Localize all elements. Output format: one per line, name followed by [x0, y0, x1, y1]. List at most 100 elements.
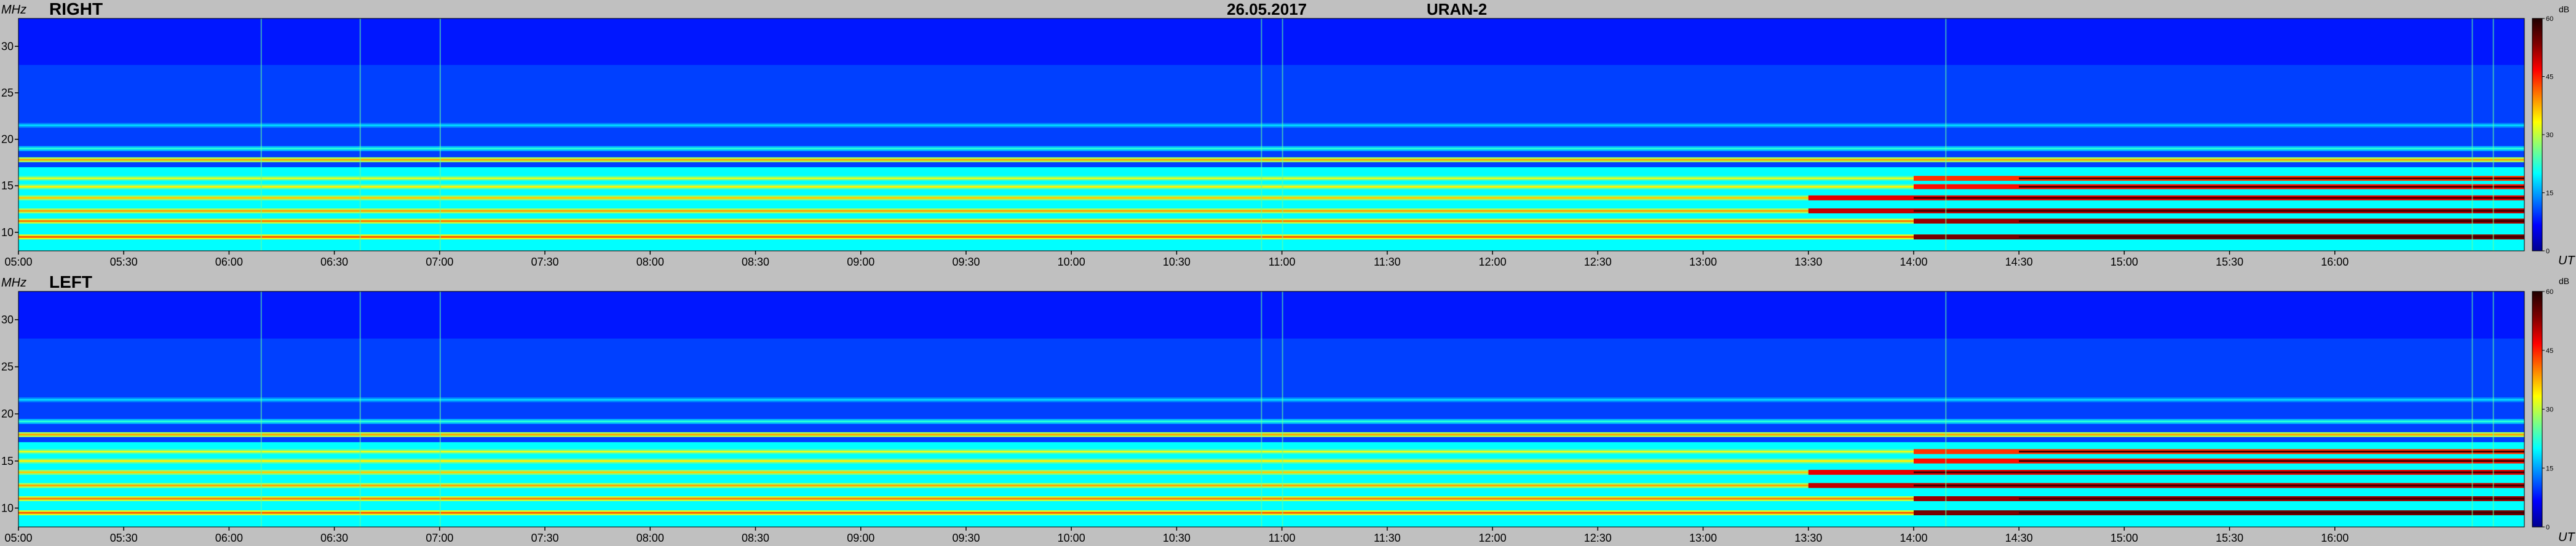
x-tick-label: 16:00 [2321, 532, 2348, 544]
frequency-band [18, 208, 2524, 213]
spectrogram-plot [18, 291, 2525, 528]
x-tick-label: 13:30 [1794, 532, 1822, 544]
interference-line [1282, 18, 1283, 251]
frequency-band [18, 397, 2524, 403]
x-tick-label: 12:30 [1584, 256, 1612, 268]
x-tick-label: 05:00 [4, 532, 32, 544]
y-axis: 10 15 20 25 30 [1, 40, 18, 239]
interference-line [1945, 18, 1947, 251]
x-axis-unit: UT [2558, 531, 2575, 544]
colorbar-scale [2532, 18, 2543, 251]
y-tick-label: 25 [1, 361, 14, 373]
y-tick-label: 15 [1, 180, 14, 192]
interference-line [2492, 18, 2494, 251]
interference-line [2492, 291, 2494, 527]
colorbar-unit: dB [2559, 4, 2569, 14]
x-tick-label: 09:30 [952, 532, 980, 544]
x-tick-label: 08:30 [742, 256, 769, 268]
x-tick-label: 12:00 [1479, 256, 1507, 268]
colorbar-tick-label: 30 [2546, 132, 2553, 139]
x-tick-label: 11:30 [1374, 256, 1401, 268]
x-tick-label: 11:00 [1269, 532, 1296, 544]
colorbar: 0 15 30 45 60 [2532, 15, 2553, 255]
colorbar-scale [2532, 291, 2543, 528]
frequency-band [18, 510, 2524, 516]
spectrogram-panel-left: LEFT MHz UT dB 10 15 20 25 30 05:00 05:30 06:0… [1, 272, 2575, 544]
x-tick-label: 10:00 [1058, 532, 1085, 544]
frequency-band [18, 470, 2524, 475]
x-tick-label: 05:30 [110, 256, 138, 268]
x-tick-label: 09:00 [847, 256, 874, 268]
x-tick-label: 10:00 [1058, 256, 1085, 268]
frequency-band [18, 157, 2524, 162]
frequency-band [18, 458, 2524, 464]
interference-line [260, 291, 262, 527]
colorbar-tick-label: 15 [2546, 465, 2553, 472]
x-axis-unit: UT [2558, 254, 2575, 267]
plot-frame [18, 291, 2525, 528]
x-tick-label: 07:00 [426, 256, 453, 268]
x-tick-label: 06:00 [215, 256, 243, 268]
colorbar-tick-label: 60 [2546, 288, 2553, 296]
frequency-band [18, 419, 2524, 424]
x-tick-label: 13:00 [1689, 256, 1717, 268]
x-tick-label: 14:00 [1900, 256, 1927, 268]
spectrogram-plot [18, 18, 2525, 251]
instrument-label: URAN-2 [1427, 0, 1487, 18]
x-tick-label: 14:00 [1900, 532, 1927, 544]
interference-line [359, 291, 361, 527]
interference-line [1282, 291, 1283, 527]
interference-line [439, 18, 441, 251]
y-tick-label: 15 [1, 455, 14, 467]
x-tick-label: 06:00 [215, 532, 243, 544]
x-tick-label: 08:00 [636, 256, 664, 268]
interference-line [439, 291, 441, 527]
frequency-band [18, 234, 2524, 240]
x-tick-label: 07:30 [531, 532, 559, 544]
date-label: 26.05.2017 [1227, 0, 1307, 18]
interference-line [260, 18, 262, 251]
x-tick-label: 08:00 [636, 532, 664, 544]
interference-line [1261, 18, 1262, 251]
x-tick-label: 07:00 [426, 532, 453, 544]
x-tick-label: 14:30 [2005, 256, 2033, 268]
panel-title: LEFT [49, 272, 92, 291]
colorbar-tick-label: 45 [2546, 347, 2553, 355]
x-tick-label: 15:30 [2216, 532, 2243, 544]
x-tick-label: 09:30 [952, 256, 980, 268]
x-tick-label: 10:30 [1163, 532, 1191, 544]
y-tick-label: 10 [1, 502, 14, 514]
frequency-band [18, 195, 2524, 200]
colorbar: 0 15 30 45 60 [2532, 288, 2553, 531]
frequency-band [18, 146, 2524, 151]
y-axis-unit: MHz [1, 3, 26, 17]
interference-line [359, 18, 361, 251]
high-frequency-region [18, 18, 2524, 65]
panel-title: RIGHT [49, 0, 103, 18]
y-tick-label: 20 [1, 408, 14, 420]
interference-line [1945, 291, 1947, 527]
x-tick-label: 06:30 [320, 532, 348, 544]
x-tick-label: 07:30 [531, 256, 559, 268]
y-tick-label: 10 [1, 226, 14, 239]
y-axis: 10 15 20 25 30 [1, 314, 18, 514]
y-tick-label: 25 [1, 87, 14, 99]
frequency-band [18, 218, 2524, 224]
colorbar-tick-label: 45 [2546, 74, 2553, 81]
x-tick-label: 11:30 [1374, 532, 1401, 544]
y-tick-label: 30 [1, 40, 14, 52]
x-tick-label: 11:00 [1269, 256, 1296, 268]
x-tick-label: 05:00 [4, 256, 32, 268]
frequency-band [18, 483, 2524, 488]
x-tick-label: 15:30 [2216, 256, 2243, 268]
x-tick-label: 09:00 [847, 532, 874, 544]
x-tick-label: 13:30 [1794, 256, 1822, 268]
colorbar-tick-label: 30 [2546, 406, 2553, 414]
frequency-band [18, 176, 2524, 181]
x-axis: 05:00 05:30 06:00 06:30 07:00 07:30 08:00 08:30… [4, 251, 2348, 268]
x-tick-label: 06:30 [320, 256, 348, 268]
frequency-band [18, 496, 2524, 502]
spectrogram-panel-right: RIGHT MHz UT dB 10 15 20 25 30 05:00 05:30 06:… [1, 0, 2575, 268]
colorbar-tick-label: 0 [2546, 524, 2550, 531]
x-tick-label: 05:30 [110, 532, 138, 544]
